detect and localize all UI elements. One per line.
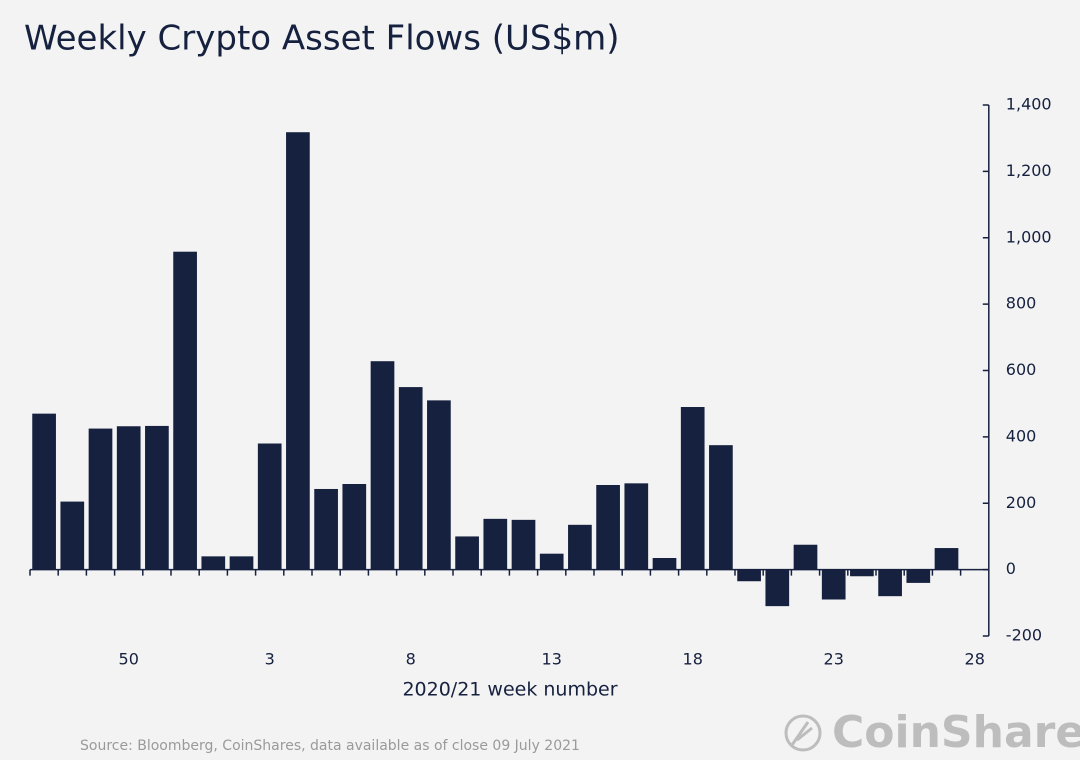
x-tick-label: 28	[965, 650, 985, 669]
bar	[652, 558, 677, 570]
y-tick-label: 600	[1006, 360, 1037, 379]
bar	[934, 548, 959, 570]
bar	[765, 569, 790, 607]
bar	[60, 501, 85, 570]
bar	[229, 556, 254, 570]
bar	[906, 569, 931, 583]
bar	[483, 518, 508, 570]
x-tick-label: 50	[119, 650, 139, 669]
x-tick-label: 18	[683, 650, 703, 669]
brand-logo-icon	[784, 714, 822, 752]
bar	[596, 484, 620, 570]
bar	[88, 428, 113, 570]
bar	[398, 387, 423, 570]
source-note: Source: Bloomberg, CoinShares, data avai…	[80, 738, 580, 754]
bar	[511, 519, 536, 570]
chart-title: Weekly Crypto Asset Flows (US$m)	[24, 19, 620, 59]
y-tick-label: 200	[1006, 493, 1037, 512]
bar	[370, 361, 395, 570]
bar	[201, 556, 226, 570]
bar	[32, 413, 56, 570]
x-tick-label: 13	[542, 650, 562, 669]
bar	[821, 569, 846, 600]
x-tick-label: 3	[265, 650, 275, 669]
bar	[737, 569, 761, 582]
bar	[709, 445, 733, 570]
y-tick-label: 800	[1006, 294, 1037, 313]
bar	[793, 544, 818, 570]
x-axis-label: 2020/21 week number	[402, 679, 617, 701]
bar	[257, 443, 282, 570]
bar	[624, 483, 649, 570]
bar	[342, 484, 367, 570]
bar	[286, 132, 310, 570]
bar	[680, 407, 705, 570]
bar	[850, 569, 874, 577]
bar	[539, 553, 564, 570]
x-tick-label: 23	[824, 650, 844, 669]
y-tick-label: 1,400	[1006, 95, 1052, 114]
y-tick-label: -200	[1006, 626, 1042, 645]
y-tick-label: 0	[1006, 559, 1016, 578]
y-tick-label: 1,000	[1006, 227, 1052, 246]
bar	[427, 400, 451, 570]
bar	[878, 569, 902, 597]
bar	[173, 251, 197, 570]
bar	[145, 425, 169, 570]
brand-logo: CoinShares	[832, 707, 1080, 758]
bar	[455, 536, 479, 570]
bar	[116, 426, 141, 570]
bar	[568, 524, 592, 570]
y-tick-label: 1,200	[1006, 161, 1052, 180]
x-tick-label: 8	[406, 650, 416, 669]
y-tick-label: 400	[1006, 426, 1037, 445]
bar	[314, 488, 338, 570]
